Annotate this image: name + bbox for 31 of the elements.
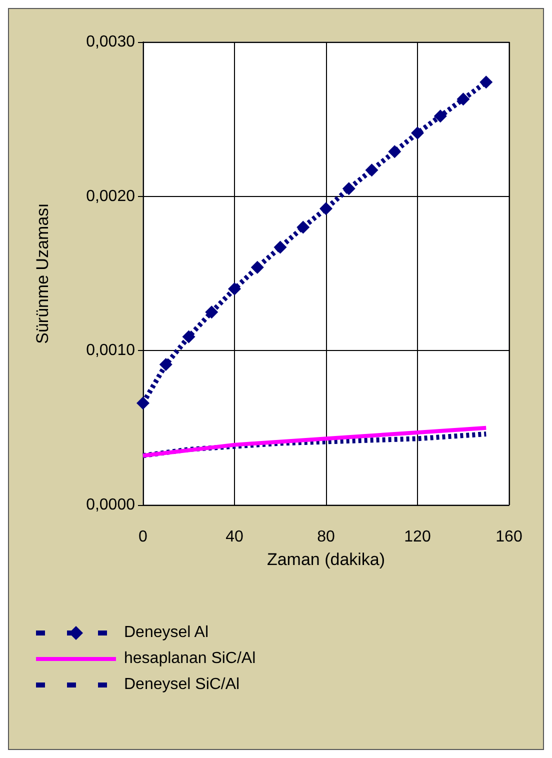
point <box>228 282 241 296</box>
point <box>182 330 196 344</box>
y-tick-label: 0,0020 <box>86 188 136 205</box>
point <box>434 110 447 123</box>
y-axis-title: Sürünme Uzaması <box>33 203 52 344</box>
x-axis-title: Zaman (dakika) <box>266 550 386 569</box>
x-tick-label: 0 <box>138 528 148 546</box>
legend-label: hesaplanan SiC/Al <box>124 650 256 668</box>
point <box>296 220 310 234</box>
x-tick-label: 120 <box>404 528 431 546</box>
x-tick-label: 80 <box>317 528 335 546</box>
point <box>320 202 332 216</box>
x-tick-label: 160 <box>496 528 522 546</box>
point <box>411 126 424 140</box>
point <box>365 164 378 177</box>
legend-label: Deneysel SiC/Al <box>124 676 240 694</box>
point <box>136 396 150 410</box>
x-tick-label: 40 <box>226 528 244 546</box>
legend-label: Deneysel Al <box>124 624 208 642</box>
point <box>205 306 218 319</box>
y-tick-label: 0,0000 <box>86 496 136 514</box>
point <box>250 260 264 274</box>
point <box>388 145 402 158</box>
y-tick-label: 0,0030 <box>86 34 136 50</box>
point <box>159 358 172 372</box>
point <box>274 240 287 254</box>
y-tick-label: 0,0010 <box>86 342 136 360</box>
point <box>456 92 470 106</box>
point <box>480 76 493 89</box>
point <box>342 182 356 196</box>
line-series <box>141 426 488 458</box>
